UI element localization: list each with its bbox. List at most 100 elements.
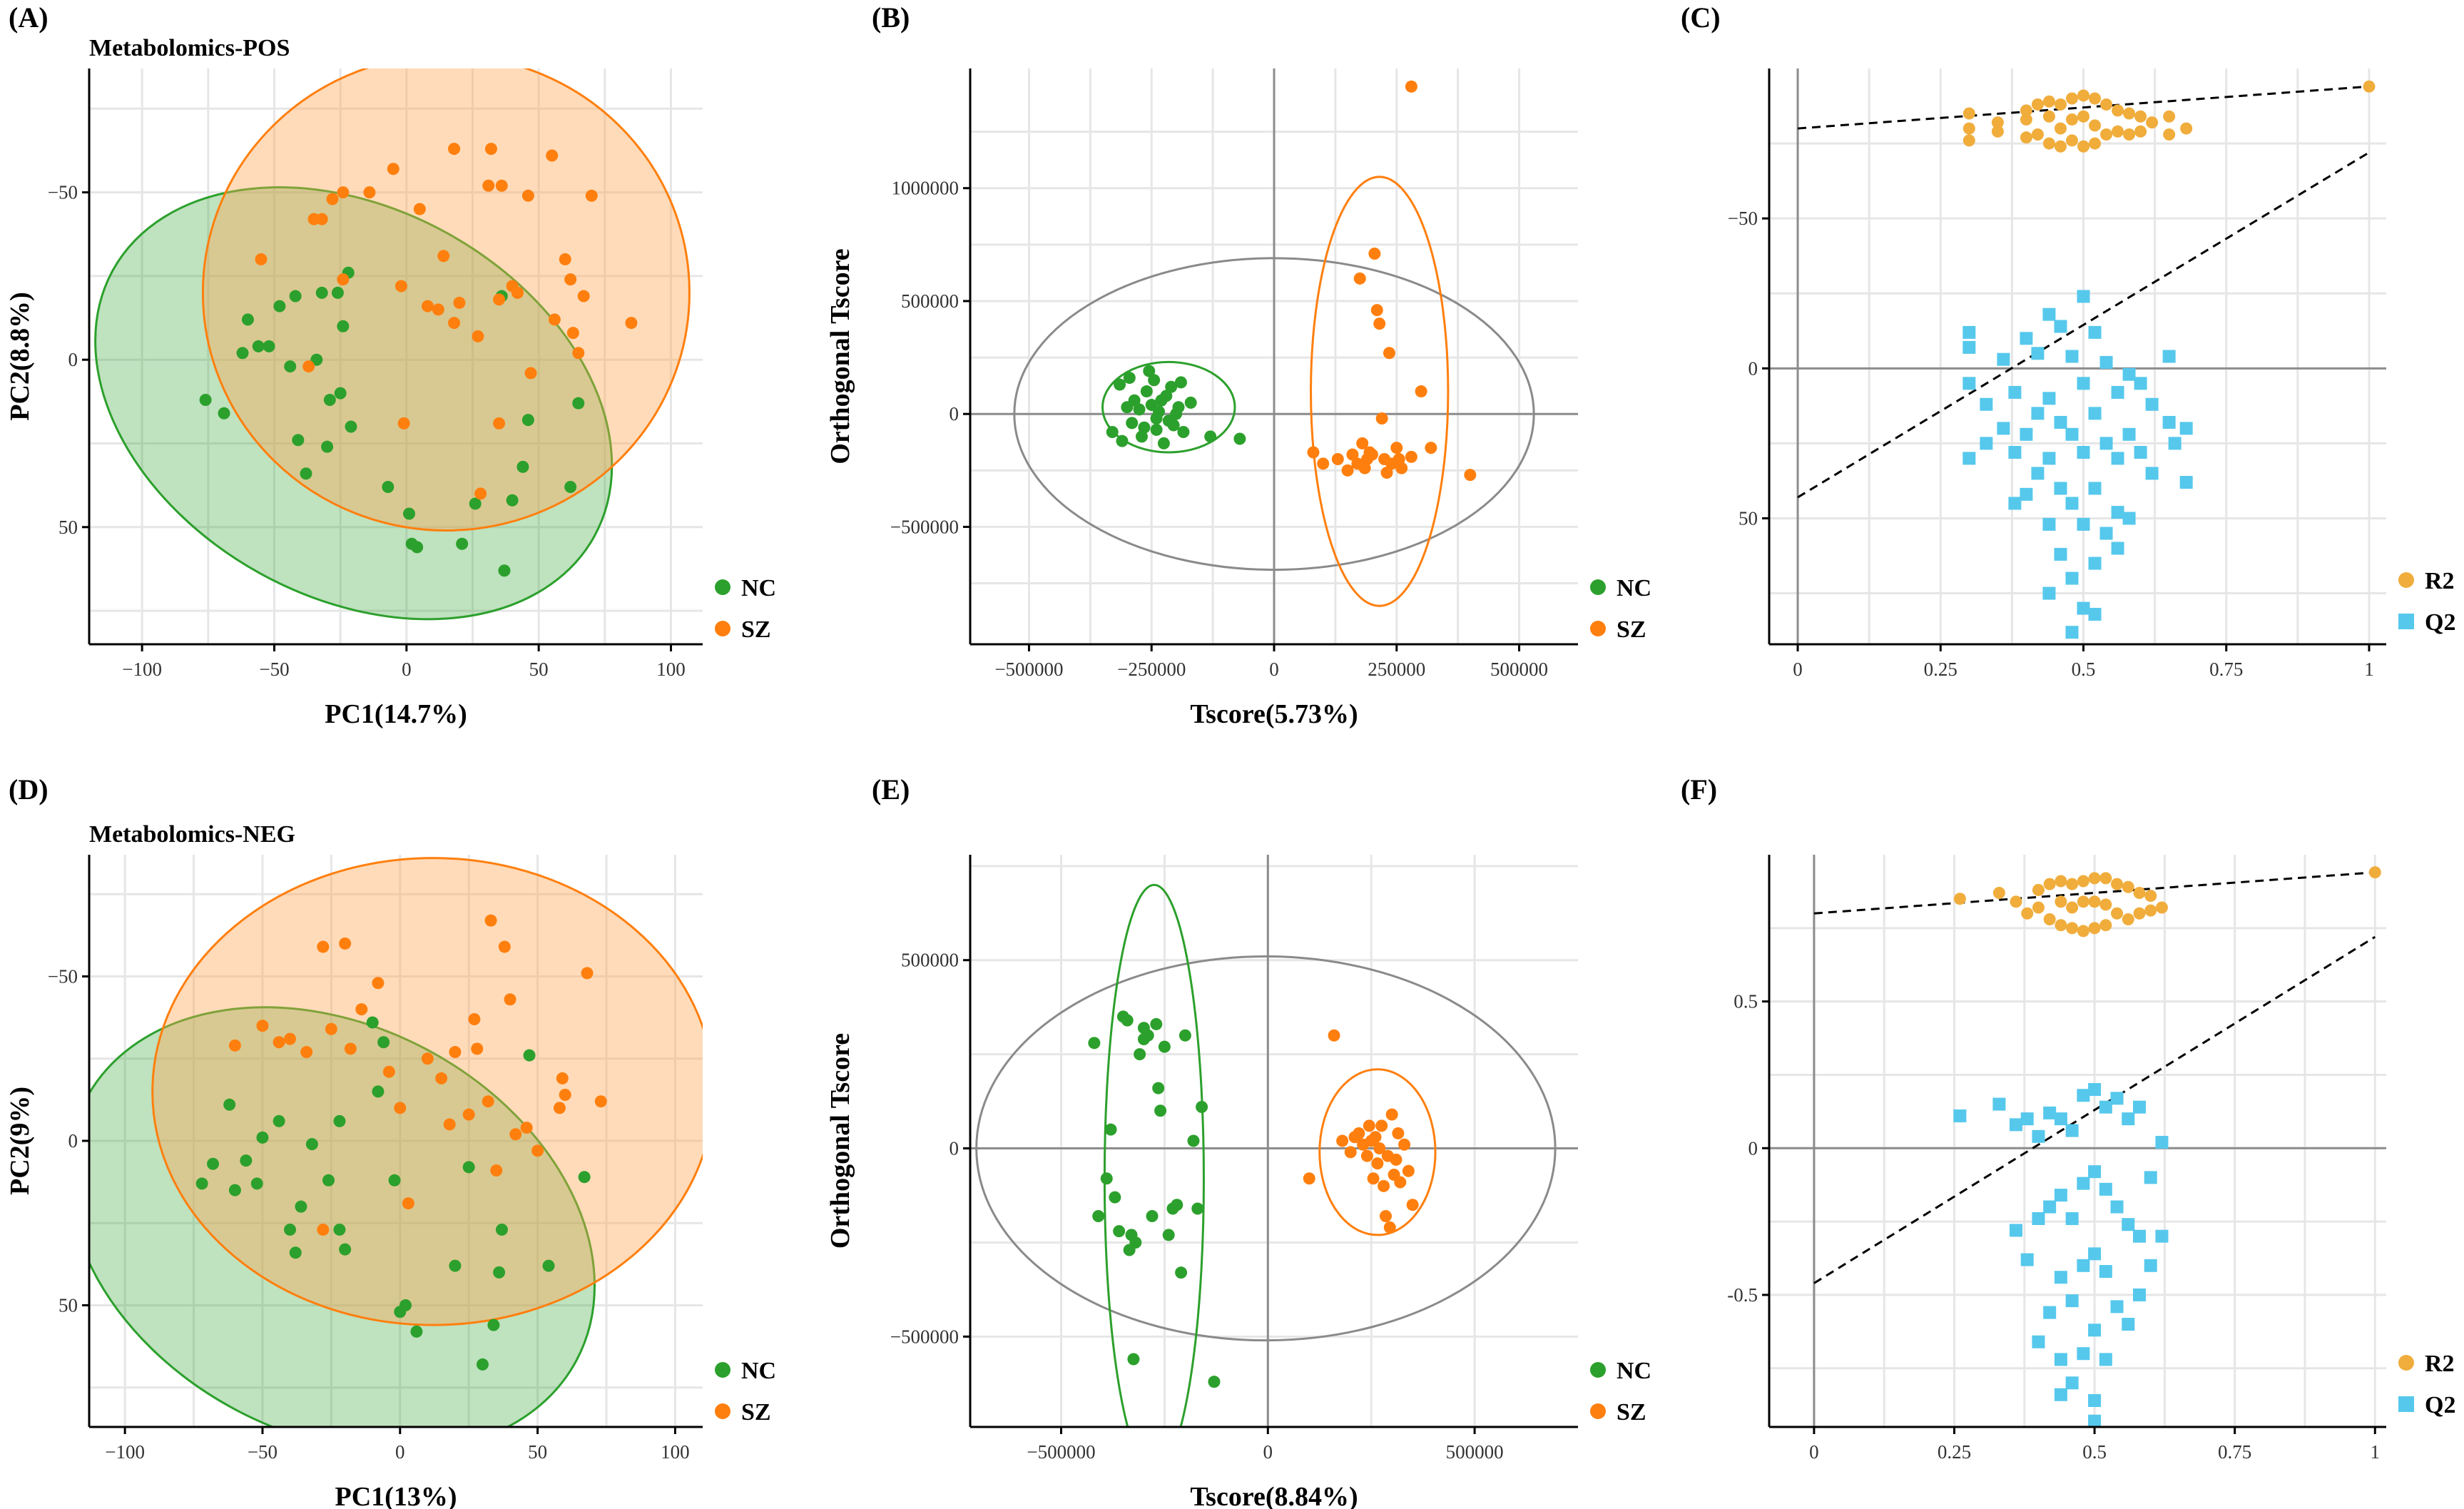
data-point-r2 — [2123, 128, 2136, 141]
legend-marker-r2 — [2398, 1355, 2414, 1371]
data-point-r2 — [2088, 922, 2101, 935]
data-point-sz — [397, 417, 410, 430]
data-point-sz — [531, 1144, 544, 1157]
data-point-nc — [284, 1223, 297, 1236]
confidence-ellipse-sz — [1318, 1068, 1437, 1236]
data-point-r2 — [2122, 880, 2134, 893]
grid — [1769, 855, 2386, 1427]
data-point-r2 — [2089, 137, 2102, 150]
data-point-q2 — [2077, 517, 2090, 531]
data-point-nc — [411, 541, 424, 554]
data-point-q2 — [2043, 1306, 2057, 1319]
data-point-q2 — [2162, 350, 2176, 363]
data-point-q2 — [2008, 497, 2022, 510]
data-point-q2 — [2031, 467, 2045, 480]
y-axis-title: PC2(9%) — [5, 1087, 35, 1195]
data-point-r2 — [2134, 125, 2147, 138]
data-point-r2 — [2065, 134, 2078, 147]
data-point-sz — [1356, 437, 1369, 449]
data-point-nc — [1126, 417, 1139, 430]
data-point-r2 — [2020, 104, 2032, 117]
x-tick-label: 250000 — [1368, 659, 1425, 680]
y-tick-label: −50 — [48, 966, 78, 987]
data-point-sz — [1307, 446, 1320, 459]
data-point-r2 — [2099, 872, 2112, 885]
data-point-nc — [495, 1223, 508, 1236]
data-point-q2 — [2065, 571, 2079, 585]
y-tick-label: 0 — [68, 349, 78, 370]
data-point-r2 — [2054, 122, 2067, 135]
data-point-r2 — [2010, 895, 2022, 908]
y-tick-label: −500000 — [890, 516, 959, 537]
data-point-q2 — [2155, 1136, 2169, 1149]
data-point-nc — [322, 1174, 335, 1187]
x-axis-title: Tscore(5.73%) — [1190, 699, 1358, 729]
data-point-sz — [1375, 412, 1388, 425]
data-point-nc — [1128, 394, 1141, 407]
data-point-nc — [1157, 437, 1170, 449]
data-point-nc — [476, 1358, 489, 1371]
data-point-sz — [317, 940, 330, 953]
y-tick-label: 1000000 — [892, 178, 959, 199]
x-tick-label: 0.5 — [2072, 659, 2096, 680]
data-point-nc — [1116, 435, 1129, 447]
data-point-sz — [581, 967, 594, 980]
data-point-q2 — [2065, 626, 2079, 639]
data-point-q2 — [2065, 427, 2079, 441]
data-point-nc — [236, 347, 249, 360]
series-nc — [199, 266, 585, 577]
data-point-sz — [363, 186, 376, 199]
data-point-nc — [333, 1223, 346, 1236]
data-point-sz — [437, 250, 450, 263]
data-point-sz — [1370, 304, 1383, 317]
data-point-r2 — [1991, 116, 2004, 129]
data-point-sz — [546, 149, 559, 162]
data-point-nc — [469, 497, 482, 510]
data-point-q2 — [2111, 542, 2124, 555]
y-tick-label: 500000 — [901, 950, 959, 971]
data-point-sz — [462, 1108, 475, 1121]
x-tick-label: 500000 — [1446, 1441, 1504, 1463]
data-point-r2 — [2100, 128, 2113, 141]
x-tick-label: 1 — [2364, 659, 2374, 680]
data-point-q2 — [2032, 1335, 2045, 1348]
x-axis-title: PC1(13%) — [335, 1482, 457, 1509]
data-point-q2 — [2088, 1083, 2102, 1097]
data-point-nc — [207, 1157, 220, 1170]
data-point-r2 — [2163, 128, 2176, 141]
data-point-sz — [1353, 272, 1366, 285]
data-point-nc — [1150, 1017, 1163, 1030]
data-point-q2 — [2088, 607, 2102, 621]
x-tick-label: −100 — [122, 659, 162, 680]
data-point-r2 — [2144, 890, 2157, 903]
data-point-sz — [1373, 1142, 1386, 1155]
data-point-q2 — [2054, 1353, 2067, 1366]
data-point-sz — [1379, 1210, 1392, 1223]
data-point-nc — [498, 564, 511, 577]
y-tick-label: 0 — [1748, 1137, 1758, 1159]
x-tick-label: 1 — [2371, 1441, 2381, 1463]
data-point-sz — [493, 293, 506, 306]
data-point-q2 — [2099, 355, 2113, 369]
data-point-r2 — [1962, 134, 1975, 147]
data-point-sz — [474, 487, 487, 500]
data-point-sz — [355, 1003, 368, 1016]
data-point-r2 — [2066, 901, 2079, 914]
data-point-q2 — [2122, 1112, 2135, 1126]
data-point-sz — [1331, 452, 1344, 465]
data-point-r2 — [2077, 140, 2090, 153]
data-point-nc — [1171, 1199, 1183, 1211]
data-point-q2 — [2134, 446, 2147, 459]
data-point-nc — [1109, 1191, 1121, 1204]
data-point-nc — [223, 1098, 236, 1111]
data-point-sz — [326, 193, 339, 205]
data-point-sz — [1367, 1172, 1380, 1185]
data-point-nc — [333, 1114, 346, 1127]
data-point-nc — [399, 1299, 412, 1311]
y-tick-label: −50 — [48, 182, 78, 203]
confidence-ellipse-sz — [201, 68, 691, 532]
data-point-nc — [1175, 1266, 1188, 1279]
y-tick-label: 0.5 — [1734, 991, 1758, 1012]
data-point-nc — [1233, 432, 1246, 445]
data-point-sz — [521, 189, 534, 202]
